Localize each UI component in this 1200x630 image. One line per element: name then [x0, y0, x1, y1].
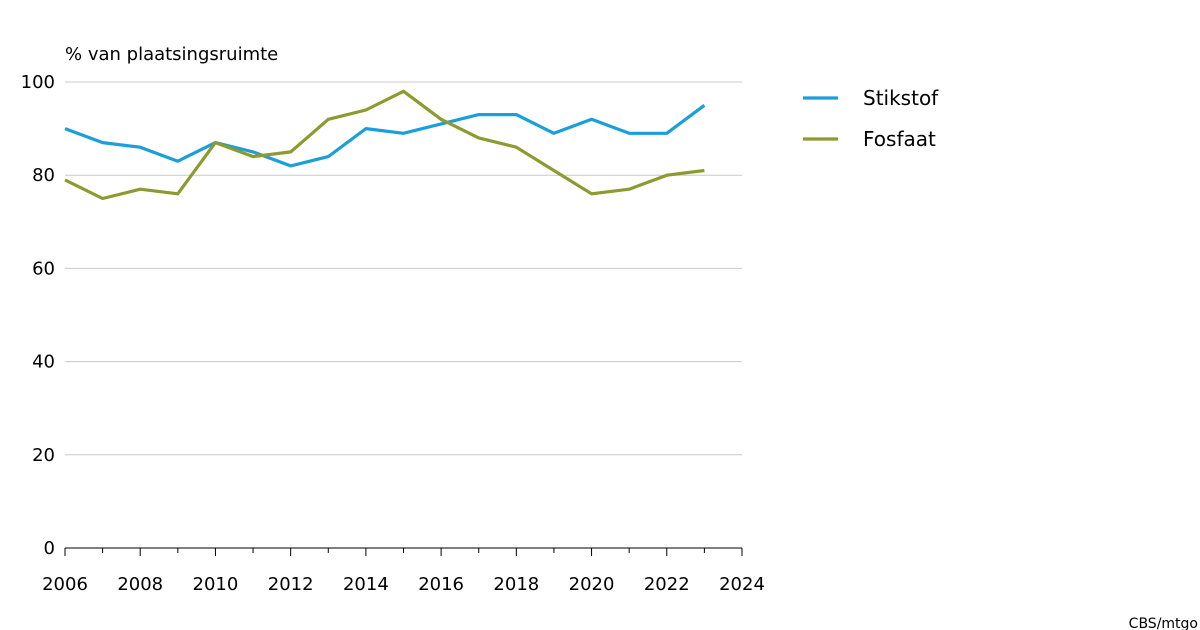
x-tick-label-2016: 2016 — [418, 574, 464, 595]
legend-label-stikstof: Stikstof — [863, 86, 939, 110]
series-lines — [64, 89, 706, 201]
x-tick-label-2022: 2022 — [644, 574, 690, 595]
x-tick-label-2018: 2018 — [493, 574, 539, 595]
x-tick-label-2010: 2010 — [193, 574, 239, 595]
y-tick-label-100: 100 — [21, 72, 55, 93]
y-axis-tick-labels: 0 20 40 60 80 100 — [21, 72, 55, 559]
gridlines — [65, 81, 742, 456]
x-tick-label-2008: 2008 — [117, 574, 163, 595]
x-tick-label-2020: 2020 — [569, 574, 615, 595]
series-line-stikstof — [64, 104, 706, 168]
x-tick-label-2012: 2012 — [268, 574, 314, 595]
x-axis — [64, 547, 743, 556]
y-axis-label: % van plaatsingsruimte — [65, 44, 278, 65]
source-note: CBS/mtgo — [1129, 616, 1198, 630]
y-tick-label-60: 60 — [32, 258, 55, 279]
y-tick-label-40: 40 — [32, 352, 55, 373]
x-tick-label-2006: 2006 — [42, 574, 88, 595]
x-tick-label-2024: 2024 — [719, 574, 765, 595]
y-tick-label-80: 80 — [32, 165, 55, 186]
x-tick-label-2014: 2014 — [343, 574, 389, 595]
legend: Stikstof Fosfaat — [803, 86, 939, 151]
series-line-fosfaat — [64, 89, 705, 201]
x-axis-tick-labels: 2006 2008 2010 2012 2014 2016 2018 2020 2022 2024 — [42, 574, 765, 595]
y-tick-label-0: 0 — [44, 538, 55, 559]
legend-label-fosfaat: Fosfaat — [863, 127, 936, 151]
y-tick-label-20: 20 — [32, 445, 55, 466]
